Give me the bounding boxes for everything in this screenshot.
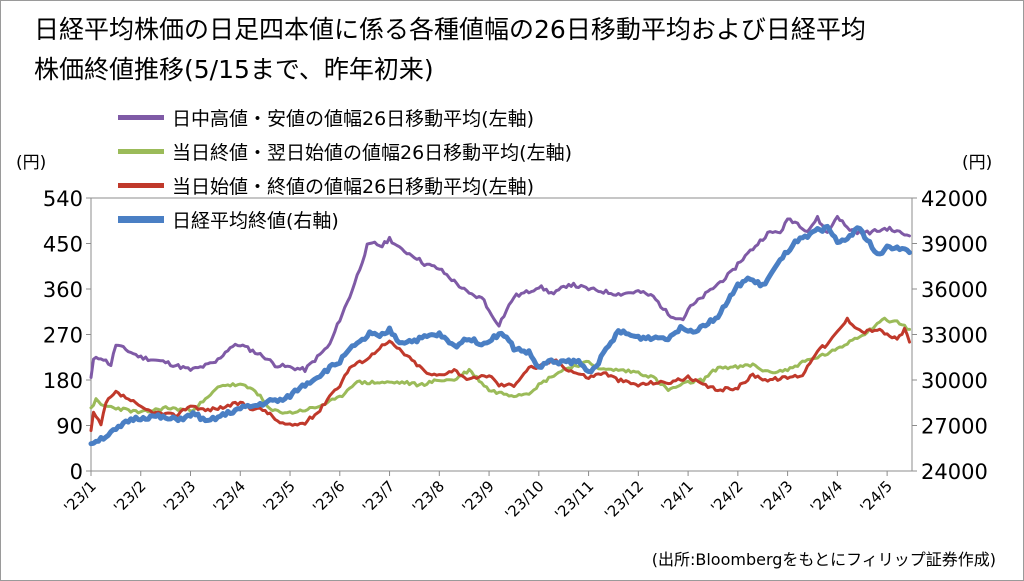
right-tick-label: 42000 [921, 187, 988, 211]
legend-swatch-high-low [118, 114, 164, 120]
x-tick-label: '23/8 [409, 477, 448, 516]
right-tick-label: 30000 [921, 369, 988, 393]
legend-label-open-close: 当日始値・終値の値幅26日移動平均(左軸) [172, 175, 535, 198]
legend-item-close-open: 当日終値・翌日始値の値幅26日移動平均(左軸) [118, 138, 572, 164]
source-note: (出所:Bloombergをもとにフィリップ証券作成) [651, 550, 996, 569]
x-tick-label: '24/2 [707, 477, 746, 516]
left-tick-label: 0 [70, 460, 83, 484]
x-tick-label: '24/3 [757, 477, 796, 516]
right-tick-label: 27000 [921, 415, 988, 439]
legend-item-open-close: 当日始値・終値の値幅26日移動平均(左軸) [118, 172, 534, 198]
legend-label-close-open: 当日終値・翌日始値の値幅26日移動平均(左軸) [172, 141, 573, 164]
x-tick-label: '23/7 [359, 477, 398, 516]
x-tick-label: '23/12 [601, 477, 647, 523]
x-tick-label: '23/11 [551, 477, 597, 523]
series-line-nikkei [88, 223, 912, 447]
right-tick-label: 39000 [921, 233, 988, 257]
x-tick-label: '23/4 [210, 477, 249, 516]
x-tick-label: '23/9 [458, 477, 497, 516]
legend-swatch-nikkei [118, 215, 164, 223]
legend-swatch-close-open [118, 148, 164, 154]
legend-item-nikkei: 日経平均終値(右軸) [118, 206, 339, 232]
x-tick-label: '24/5 [856, 477, 895, 516]
left-tick-label: 360 [43, 278, 83, 302]
series-line-close-open [89, 316, 911, 415]
right-tick-label: 33000 [921, 324, 988, 348]
left-tick-label: 180 [43, 369, 83, 393]
x-tick-label: '23/1 [60, 477, 99, 516]
chart-title-line1: 日経平均株価の日足四本値に係る各種値幅の26日移動平均および日経平均 [34, 15, 866, 44]
series-line-open-close [89, 316, 911, 433]
legend-item-high-low: 日中高値・安値の値幅26日移動平均(左軸) [118, 104, 534, 130]
legend-label-high-low: 日中高値・安値の値幅26日移動平均(左軸) [172, 107, 535, 130]
left-tick-label: 450 [43, 233, 83, 257]
legend-label-nikkei: 日経平均終値(右軸) [172, 209, 339, 232]
x-tick-label: '23/3 [160, 477, 199, 516]
x-tick-label: '23/10 [501, 477, 547, 523]
x-tick-label: '23/6 [309, 477, 348, 516]
left-tick-label: 90 [56, 415, 83, 439]
x-tick-label: '23/5 [259, 477, 298, 516]
x-tick-label: '24/1 [657, 477, 696, 516]
right-tick-label: 24000 [921, 460, 988, 484]
chart-title-line2: 株価終値推移(5/15まで、昨年初来) [34, 55, 434, 84]
left-tick-label: 540 [43, 187, 83, 211]
x-tick-label: '23/2 [110, 477, 149, 516]
left-tick-label: 270 [43, 324, 83, 348]
series-line-high-low [89, 215, 911, 379]
right-tick-label: 36000 [921, 278, 988, 302]
x-tick-label: '24/4 [807, 477, 846, 516]
right-axis-unit: (円) [962, 153, 993, 173]
legend-swatch-open-close [118, 182, 164, 188]
left-axis-unit: (円) [16, 153, 47, 173]
